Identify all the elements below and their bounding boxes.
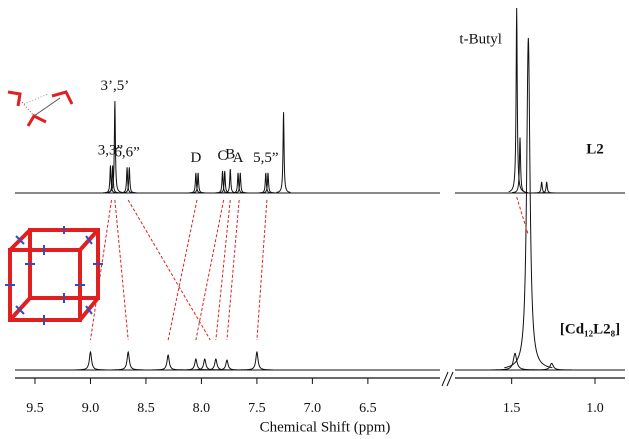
peak (276, 112, 291, 193)
correlation-line (215, 199, 231, 341)
peak-label: B (225, 146, 235, 162)
peak (179, 358, 212, 371)
x-axis-label: Chemical Shift (ppm) (260, 419, 391, 435)
peak (152, 353, 184, 371)
correlation-line (256, 199, 268, 341)
peak (199, 358, 232, 371)
peak-label: A (233, 150, 244, 166)
peak (230, 172, 246, 194)
peak-label: 5,5” (253, 150, 278, 166)
peak (215, 170, 230, 194)
peak (112, 350, 144, 371)
peak (188, 172, 203, 194)
correlation-line (226, 199, 240, 341)
peak-label: 3,3” (98, 143, 123, 159)
series-name: [Cd₁₂L2₈] (560, 321, 620, 337)
series-name: L2 (586, 141, 604, 157)
correlation-line (516, 196, 529, 236)
x-tick-label: 1.5 (503, 401, 521, 416)
ligand-icon (7, 90, 74, 127)
peak (122, 167, 137, 194)
peak (258, 172, 273, 194)
peak (240, 350, 273, 371)
peak (190, 172, 206, 194)
peak-label: 6,6” (114, 145, 139, 161)
x-tick-label: 9.5 (26, 401, 44, 416)
peak-label: t-Butyl (459, 31, 502, 47)
x-tick-label: 8.0 (193, 401, 211, 416)
peak (533, 181, 550, 194)
x-tick-label: 7.0 (304, 401, 322, 416)
peak-label: C (217, 148, 227, 164)
correlation-line (195, 199, 225, 341)
cage-icon (5, 226, 103, 325)
peak (490, 352, 540, 371)
correlation-line (127, 199, 211, 341)
peak (527, 362, 576, 371)
x-tick-label: 9.0 (82, 401, 100, 416)
peak-label: D (190, 150, 201, 166)
correlation-line (114, 199, 129, 341)
peak (508, 7, 525, 193)
peak (74, 350, 107, 371)
x-tick-label: 8.5 (137, 401, 155, 416)
peak (511, 137, 529, 194)
peak (107, 101, 122, 193)
peak (260, 172, 276, 194)
peak (210, 359, 243, 371)
peak (217, 170, 232, 194)
peak-label: 3’,5’ (100, 78, 129, 94)
correlation-line (167, 199, 198, 341)
x-tick-label: 1.0 (586, 401, 604, 416)
axis-break (441, 371, 454, 387)
peak (119, 167, 135, 194)
x-tick-label: 7.5 (248, 401, 266, 416)
peak (233, 172, 248, 194)
correlation-line (89, 199, 113, 341)
peak (103, 165, 118, 194)
x-tick-label: 6.5 (359, 401, 377, 416)
peak (538, 181, 555, 194)
peak (504, 37, 553, 369)
